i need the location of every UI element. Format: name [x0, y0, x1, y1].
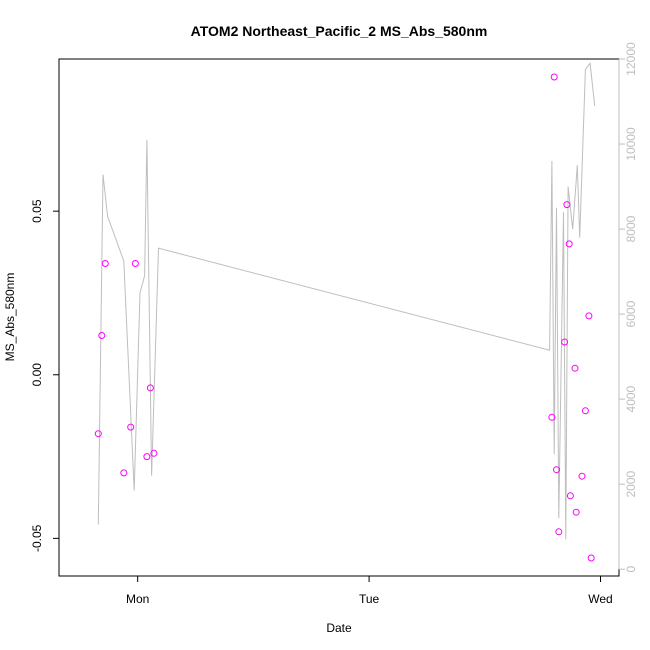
data-point-8	[150, 449, 158, 457]
x-axis: Mon Tue Wed	[126, 575, 613, 606]
y-tick-label: -0.05	[30, 524, 44, 552]
chart-title: ATOM2 Northeast_Pacific_2 MS_Abs_580nm	[191, 23, 488, 39]
y2-tick-label: 2000	[624, 470, 638, 497]
data-point-9	[548, 413, 556, 421]
data-point-17	[571, 364, 579, 372]
y-tick-label: 0.05	[30, 199, 44, 223]
data-point-13	[561, 338, 569, 346]
data-point-6	[143, 453, 151, 461]
data-point-1	[98, 332, 106, 339]
data-point-4	[127, 423, 135, 431]
data-point-15	[565, 240, 573, 248]
data-point-5	[131, 260, 139, 267]
y2-tick-label: 0	[624, 566, 638, 573]
data-point-16	[566, 492, 574, 500]
y-axis-label: MS_Abs_580nm	[3, 273, 17, 362]
y2-tick-label: 8000	[624, 215, 638, 242]
y2-tick-label: 10000	[624, 127, 638, 161]
data-point-14	[563, 201, 571, 209]
series-line	[97, 61, 596, 540]
data-point-7	[146, 384, 154, 392]
y2-tick-label: 6000	[624, 300, 638, 327]
data-point-19	[578, 472, 586, 480]
data-point-12	[555, 528, 563, 536]
x-tick-label: Wed	[588, 592, 612, 606]
data-point-18	[572, 508, 580, 516]
x-axis-label: Date	[326, 621, 352, 635]
data-point-10	[550, 73, 558, 81]
data-point-0	[94, 430, 102, 438]
x-tick-label: Tue	[359, 592, 380, 606]
y-tick-label: 0.00	[30, 363, 44, 387]
data-point-2	[101, 260, 109, 267]
line-series-layer	[97, 61, 596, 540]
data-point-20	[581, 407, 589, 415]
data-point-11	[553, 466, 560, 474]
data-point-21	[585, 312, 593, 320]
x-tick-label: Mon	[126, 592, 149, 606]
y-axis: -0.05 0.00 0.05	[30, 199, 59, 552]
data-point-22	[587, 554, 595, 562]
point-series-layer	[94, 73, 595, 562]
data-point-3	[120, 469, 128, 477]
y2-tick-label: 12000	[624, 42, 638, 76]
y2-tick-label: 4000	[624, 385, 638, 412]
y2-axis: 0 2000 4000 6000 8000 10000 12000	[618, 42, 638, 573]
plot-frame	[58, 58, 620, 577]
